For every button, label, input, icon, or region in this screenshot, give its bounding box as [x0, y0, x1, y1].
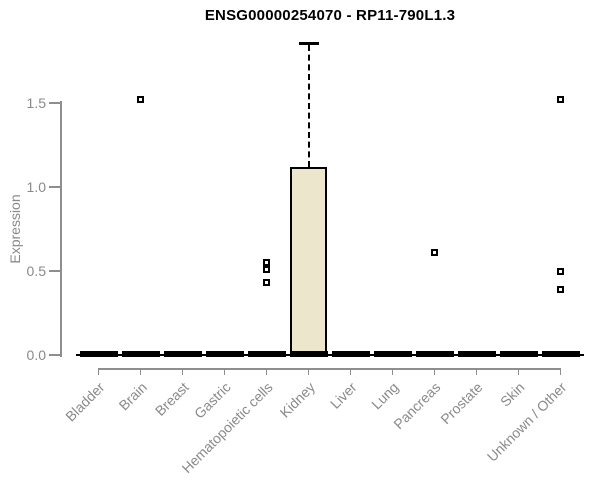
- x-tick-label-text: Bladder: [62, 379, 108, 425]
- outlier-point: [557, 96, 564, 104]
- x-axis-tick: [265, 368, 268, 375]
- zero-box-median-bar: [499, 351, 538, 357]
- x-tick-label-text: Prostate: [437, 379, 486, 428]
- outlier-point: [263, 259, 270, 267]
- x-axis-tick: [307, 368, 310, 375]
- x-axis-tick: [433, 368, 436, 375]
- x-axis-tick: [97, 368, 100, 375]
- zero-box-median-bar: [457, 351, 496, 357]
- x-axis-tick: [517, 368, 520, 375]
- x-tick-label-text: Kidney: [276, 379, 318, 421]
- outlier-point: [557, 285, 564, 293]
- upper-whisker-cap: [298, 41, 319, 45]
- zero-box-median-bar: [121, 351, 160, 357]
- outlier-point: [263, 265, 270, 273]
- x-tick-label-text: Skin: [497, 379, 528, 410]
- x-tick-label-text: Unknown / Other: [484, 379, 570, 465]
- chart-title: ENSG00000254070 - RP11-790L1.3: [204, 7, 456, 24]
- y-axis-label: Expression: [7, 194, 23, 264]
- y-axis-line: [60, 101, 62, 357]
- outlier-point: [263, 279, 270, 287]
- x-axis-tick: [559, 368, 562, 375]
- box-kidney-iqr: [290, 166, 327, 355]
- x-tick-label-text: Lung: [368, 379, 402, 413]
- zero-box-median-bar: [415, 351, 454, 357]
- zero-box-median-bar: [373, 351, 412, 357]
- zero-box-median-bar: [541, 351, 580, 357]
- y-tick-label: 0.0: [26, 347, 46, 363]
- y-axis-tick: [49, 102, 61, 104]
- outlier-point: [137, 96, 144, 104]
- y-axis-tick: [49, 186, 61, 188]
- zero-box-median-bar: [205, 351, 244, 357]
- y-axis-tick: [49, 270, 61, 272]
- x-axis-tick: [139, 368, 142, 375]
- x-tick-label-text: Brain: [115, 379, 150, 414]
- zero-box-median-bar: [163, 351, 202, 357]
- x-axis-line: [98, 368, 561, 370]
- x-axis-tick: [223, 368, 226, 375]
- outlier-point: [557, 267, 564, 275]
- upper-whisker: [307, 44, 310, 167]
- x-axis-tick: [391, 368, 394, 375]
- y-tick-label: 0.5: [26, 263, 46, 279]
- zero-box-median-bar: [331, 351, 370, 357]
- y-tick-label: 1.5: [26, 95, 46, 111]
- x-tick-label-text: Liver: [327, 379, 360, 412]
- zero-box-median-bar: [289, 351, 328, 357]
- y-axis-tick: [49, 354, 61, 356]
- x-axis-tick: [349, 368, 352, 375]
- x-tick-label-text: Breast: [151, 379, 192, 419]
- y-tick-label: 1.0: [26, 179, 46, 195]
- x-axis-tick: [475, 368, 478, 375]
- zero-box-median-bar: [247, 351, 286, 357]
- outlier-point: [431, 249, 438, 257]
- zero-box-median-bar: [79, 351, 118, 357]
- x-axis-tick: [181, 368, 184, 375]
